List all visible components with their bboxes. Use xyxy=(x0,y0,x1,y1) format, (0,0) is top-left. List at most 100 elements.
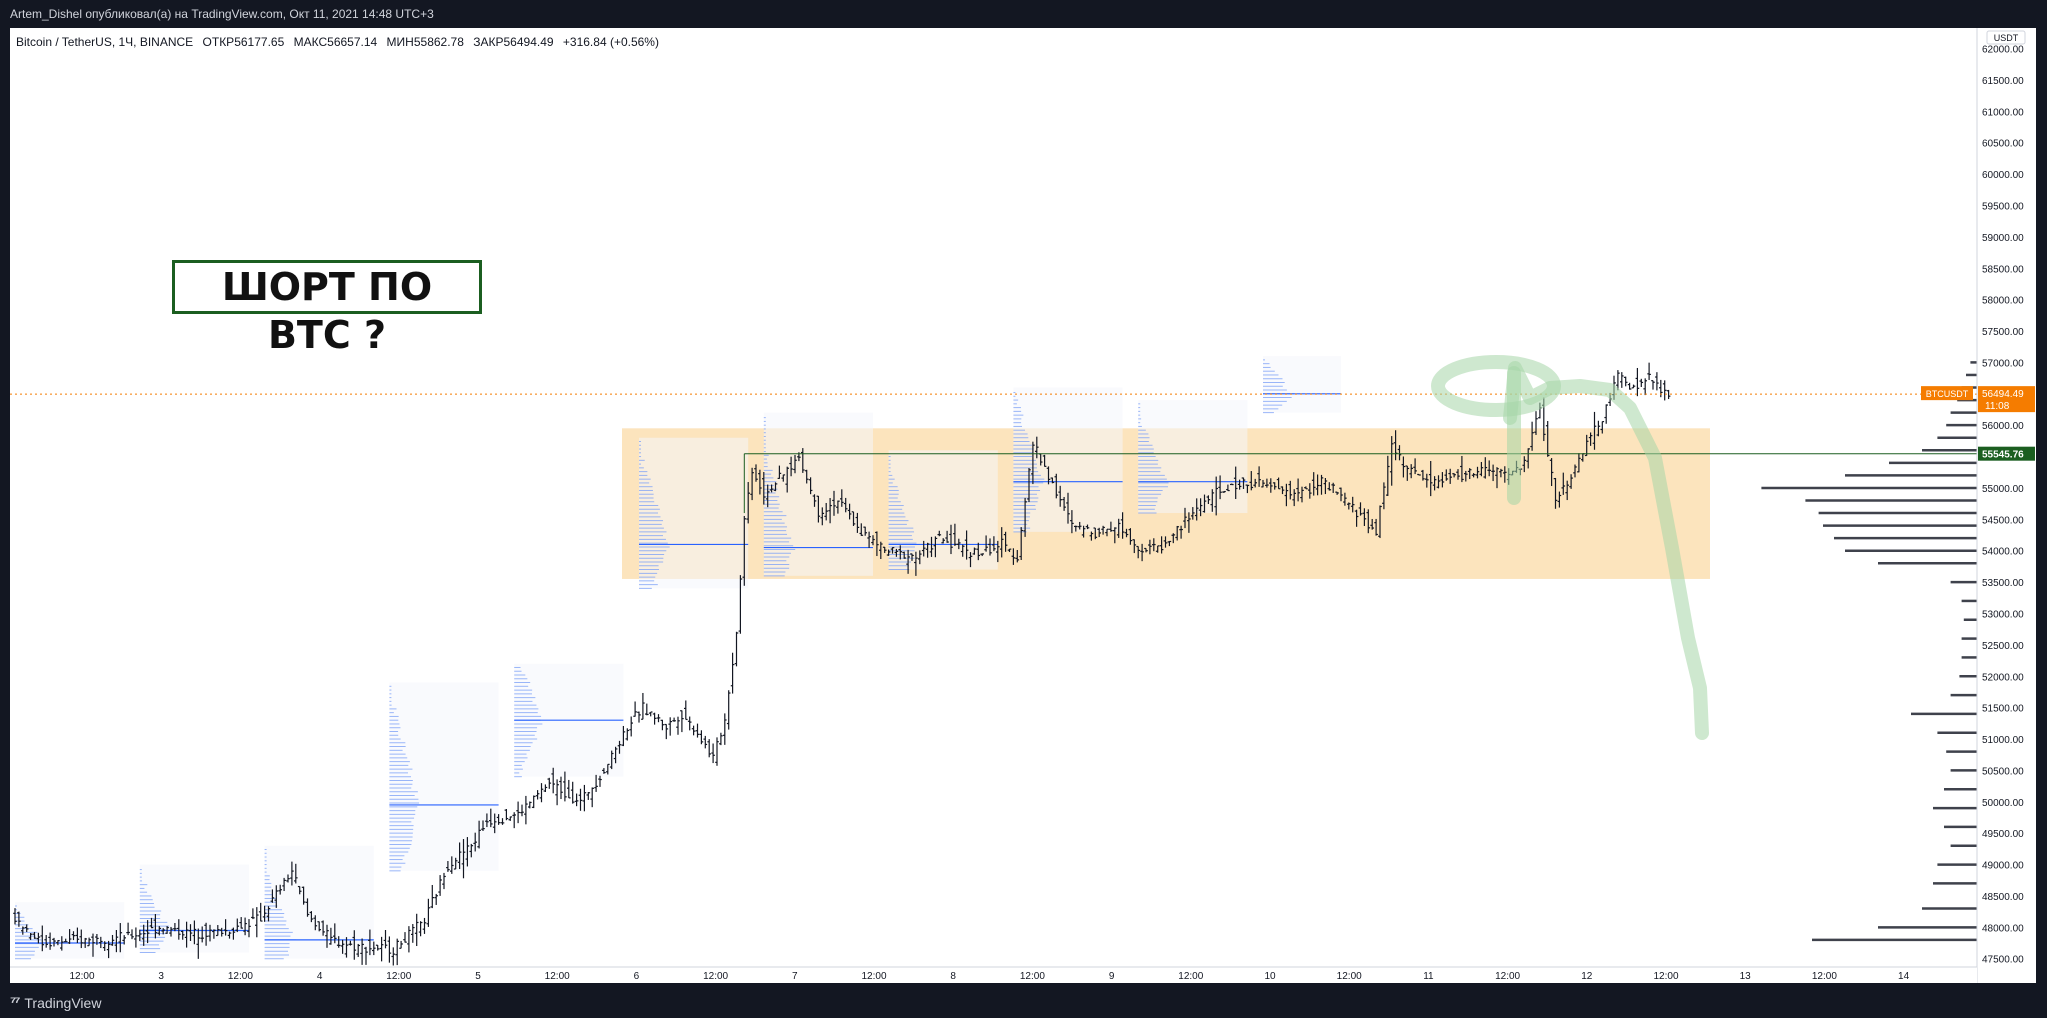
ohlc-bar xyxy=(1113,527,1117,544)
ohlc-bar xyxy=(1319,474,1324,495)
ohlc-bar xyxy=(1464,470,1468,482)
price-tick-label: 56000.00 xyxy=(1982,421,2024,432)
ohlc-bar xyxy=(1522,456,1527,473)
symbol-name: Bitcoin / TetherUS, 1Ч, BINANCE xyxy=(16,35,194,49)
low-value: 55862.78 xyxy=(413,35,464,49)
ohlc-bar xyxy=(1097,527,1101,538)
ohlc-bar xyxy=(1471,473,1476,478)
ohlc-bar xyxy=(67,929,72,944)
ohlc-bar xyxy=(184,921,189,948)
ohlc-bar xyxy=(106,940,111,959)
time-tick-label: 12:00 xyxy=(1020,971,1045,982)
price-axis: USDT 47500.00 48000.00 48500.00 49000.00 4950… xyxy=(1921,28,2036,983)
ohlc-bar xyxy=(1128,528,1133,545)
ohlc-bar xyxy=(1647,362,1651,380)
level-tag xyxy=(1978,446,2035,461)
ohlc-bar xyxy=(1245,484,1250,494)
ohlc-bar xyxy=(1257,466,1261,487)
ohlc-bar xyxy=(1109,521,1113,532)
ohlc-bar xyxy=(875,531,879,557)
tradingview-logo-icon[interactable]: ⁷⁷ xyxy=(10,994,20,1011)
price-tick-label: 53000.00 xyxy=(1982,609,2024,620)
price-tick-label: 51000.00 xyxy=(1982,735,2024,746)
ohlc-bar xyxy=(1389,436,1394,486)
ohlc-bar xyxy=(617,740,622,754)
ohlc-bar xyxy=(173,922,177,932)
ohlc-bar xyxy=(1397,445,1402,461)
ohlc-bar xyxy=(453,857,458,870)
ohlc-bar xyxy=(1428,460,1433,497)
ohlc-bar xyxy=(1386,455,1390,496)
ohlc-bar xyxy=(1487,460,1491,477)
ohlc-bar xyxy=(407,926,411,953)
ohlc-bar xyxy=(535,790,540,800)
ohlc-bar xyxy=(243,917,247,936)
ohlc-bar xyxy=(582,784,587,812)
ohlc-bar xyxy=(375,944,380,951)
ohlc-bar xyxy=(711,743,715,764)
ohlc-bar xyxy=(1249,471,1254,491)
ohlc-bar xyxy=(1311,472,1316,496)
time-tick-label: 12:00 xyxy=(228,971,253,982)
time-tick-label: 12 xyxy=(1581,971,1593,982)
ohlc-bar xyxy=(1276,477,1281,490)
ohlc-bar xyxy=(734,631,739,667)
ohlc-bar xyxy=(1370,518,1374,530)
time-axis: 12:00 3 12:00 4 12:00 5 12:00 6 12:00 7 12:00 8 12:0… xyxy=(10,966,1977,983)
footer-brand[interactable]: TradingView xyxy=(24,995,102,1011)
ohlc-bar xyxy=(1155,545,1160,553)
ohlc-bar xyxy=(1222,490,1226,493)
ohlc-bar xyxy=(765,484,770,508)
ohlc-bar xyxy=(902,551,906,559)
ohlc-bar xyxy=(426,898,431,927)
price-tick-label: 57500.00 xyxy=(1982,327,2024,338)
ohlc-bar xyxy=(1144,547,1148,553)
ohlc-bar xyxy=(933,536,938,558)
ohlc-bar xyxy=(340,939,345,954)
ohlc-bar xyxy=(1323,478,1328,495)
ohlc-bar xyxy=(247,919,251,938)
price-chart[interactable]: USDT47500.0048000.0048500.0049000.004950… xyxy=(10,28,2036,983)
ohlc-bar xyxy=(992,536,996,552)
ohlc-bar xyxy=(1241,477,1246,489)
price-tick-label: 53500.00 xyxy=(1982,578,2024,589)
ohlc-bar xyxy=(1226,484,1230,492)
ohlc-bar xyxy=(177,919,181,940)
price-bars xyxy=(13,362,1671,966)
ohlc-bar xyxy=(422,917,427,934)
price-tick-label: 47500.00 xyxy=(1982,955,2024,966)
ohlc-bar xyxy=(348,940,353,946)
ohlc-bar xyxy=(126,922,130,936)
ohlc-bar xyxy=(1335,491,1339,495)
ohlc-bar xyxy=(1620,372,1624,388)
ohlc-bar xyxy=(212,929,216,939)
low-label: МИН xyxy=(386,35,414,49)
ohlc-bar xyxy=(1366,509,1371,534)
price-tick-label: 61000.00 xyxy=(1982,107,2024,118)
ohlc-bar xyxy=(1596,420,1601,437)
ohlc-bar xyxy=(738,575,743,634)
ohlc-bar xyxy=(539,783,544,803)
ohlc-bar xyxy=(672,717,676,722)
ohlc-bar xyxy=(789,456,793,477)
ohlc-bar xyxy=(1007,548,1012,553)
ohlc-bar xyxy=(625,728,630,741)
ohlc-bar xyxy=(1425,473,1429,488)
ohlc-bar xyxy=(1031,441,1035,485)
ohlc-bar xyxy=(134,927,138,948)
ohlc-bar xyxy=(473,832,477,852)
chart-panel[interactable]: USDT 47500.00 48000.00 48500.00 49000.00 4950… xyxy=(10,28,2036,983)
ohlc-bar xyxy=(278,884,282,895)
ohlc-bar xyxy=(1261,479,1265,488)
short-question-annotation[interactable]: ШОРТ ПО BTC ? xyxy=(172,260,482,357)
ohlc-bar xyxy=(1206,495,1211,504)
ohlc-bar xyxy=(153,914,158,939)
ohlc-bar xyxy=(808,477,813,495)
ohlc-bar xyxy=(446,861,450,872)
ohlc-bar xyxy=(762,472,766,505)
ohlc-bar xyxy=(621,725,626,747)
session-bg xyxy=(1263,356,1341,413)
ohlc-bar xyxy=(980,553,984,557)
ohlc-bar xyxy=(691,725,696,736)
time-tick-label: 12:00 xyxy=(386,971,411,982)
